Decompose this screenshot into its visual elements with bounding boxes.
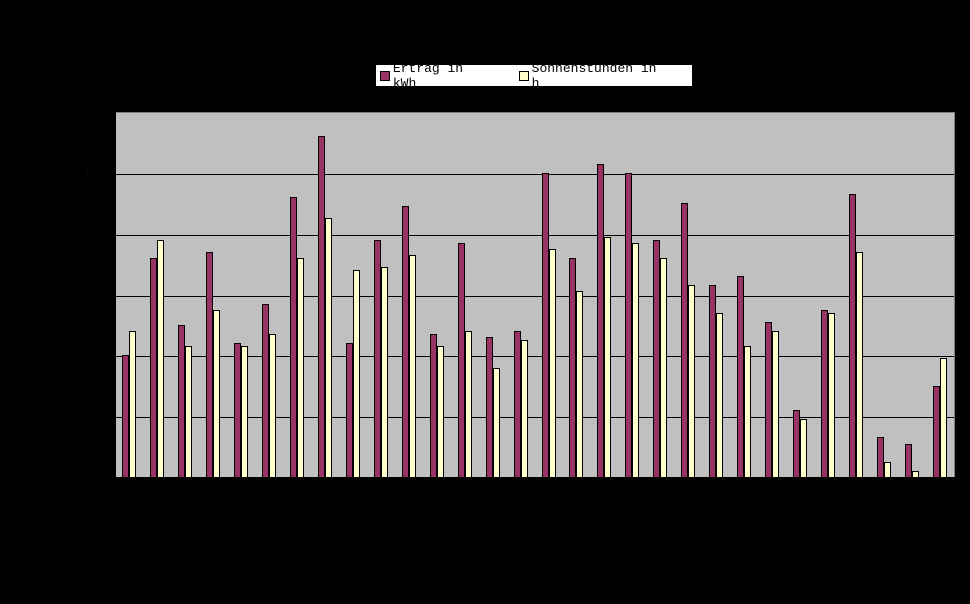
y-tick-label: 8,0	[90, 226, 104, 239]
bar-ertrag	[177, 324, 185, 477]
bar-ertrag	[569, 258, 577, 477]
bar-sonnenstunden	[772, 331, 780, 477]
gridline	[116, 173, 954, 175]
bar-sonnenstunden	[240, 346, 248, 477]
bar-sonnenstunden	[856, 251, 864, 477]
bar-sonnenstunden	[744, 346, 752, 477]
legend-label-ertrag: Ertrag in kWh	[392, 60, 464, 91]
bar-sonnenstunden	[380, 267, 388, 477]
bar-sonnenstunden	[436, 346, 444, 477]
bar-ertrag	[681, 203, 689, 477]
gridline	[116, 356, 954, 358]
bar-ertrag	[765, 321, 773, 477]
bar-ertrag	[345, 343, 353, 477]
bar-sonnenstunden	[828, 312, 836, 477]
bar-ertrag	[513, 331, 521, 477]
bar-sonnenstunden	[660, 258, 668, 477]
bar-sonnenstunden	[492, 367, 500, 477]
x-axis-title: Datum	[526, 566, 554, 577]
bar-sonnenstunden	[632, 242, 640, 477]
bar-sonnenstunden	[352, 270, 360, 477]
plot-area	[116, 112, 955, 477]
legend: Ertrag in kWh Sonnenstunden in h	[376, 61, 692, 91]
bar-ertrag	[401, 206, 409, 477]
bar-ertrag	[205, 251, 213, 477]
bar-ertrag	[317, 136, 325, 477]
bar-ertrag	[821, 309, 829, 477]
bar-sonnenstunden	[296, 258, 304, 477]
legend-swatch-ertrag	[380, 70, 390, 81]
bar-ertrag	[737, 276, 745, 477]
bar-ertrag	[122, 355, 129, 477]
bar-sonnenstunden	[408, 254, 416, 477]
bar-sonnenstunden	[212, 309, 220, 477]
y-axis-title: kWh / h	[0, 288, 19, 312]
bar-sonnenstunden	[464, 331, 472, 477]
chart-title: September 2009	[439, 24, 531, 39]
bar-ertrag	[933, 385, 941, 477]
bar-ertrag	[653, 239, 661, 477]
bar-ertrag	[709, 285, 717, 477]
bar-ertrag	[429, 334, 437, 477]
legend-item-ertrag: Ertrag in kWh	[380, 61, 493, 91]
bar-ertrag	[289, 197, 297, 477]
y-tick-label: 6,0	[90, 287, 104, 300]
bar-ertrag	[849, 194, 857, 477]
gridline	[116, 295, 954, 297]
bar-sonnenstunden	[184, 346, 192, 477]
y-tick-label: 4,0	[90, 348, 104, 361]
bar-sonnenstunden	[156, 239, 164, 477]
bar-ertrag	[261, 303, 269, 477]
bar-ertrag	[905, 443, 913, 477]
bar-sonnenstunden	[884, 461, 892, 477]
legend-label-sonne: Sonnenstunden in h	[531, 60, 657, 91]
bar-sonnenstunden	[520, 340, 528, 477]
y-tick-label: 10,0	[84, 165, 104, 178]
legend-item-sonne: Sonnenstunden in h	[518, 60, 670, 91]
bar-ertrag	[149, 258, 157, 477]
bar-ertrag	[457, 242, 465, 477]
bar-sonnenstunden	[716, 312, 724, 477]
bar-ertrag	[793, 410, 801, 477]
y-tick-label: 12,0	[84, 105, 104, 117]
legend-swatch-sonne	[518, 70, 529, 81]
bar-ertrag	[541, 172, 549, 477]
bar-ertrag	[485, 337, 493, 477]
bar-sonnenstunden	[576, 291, 584, 477]
bar-sonnenstunden	[940, 358, 948, 477]
bar-ertrag	[625, 172, 633, 477]
bar-ertrag	[373, 239, 381, 477]
gridline	[116, 234, 954, 236]
gridline	[116, 417, 954, 419]
bar-sonnenstunden	[324, 218, 332, 477]
bar-sonnenstunden	[800, 419, 808, 477]
bar-sonnenstunden	[688, 285, 696, 477]
bar-ertrag	[233, 343, 241, 477]
bar-ertrag	[597, 163, 605, 477]
bar-ertrag	[877, 437, 885, 477]
bar-sonnenstunden	[268, 334, 276, 477]
y-tick-label: 0,0	[90, 470, 104, 482]
bar-sonnenstunden	[548, 248, 556, 477]
bar-sonnenstunden	[129, 331, 136, 477]
bar-sonnenstunden	[604, 236, 612, 477]
bar-sonnenstunden	[912, 470, 920, 477]
y-tick-label: 2,0	[90, 409, 104, 422]
